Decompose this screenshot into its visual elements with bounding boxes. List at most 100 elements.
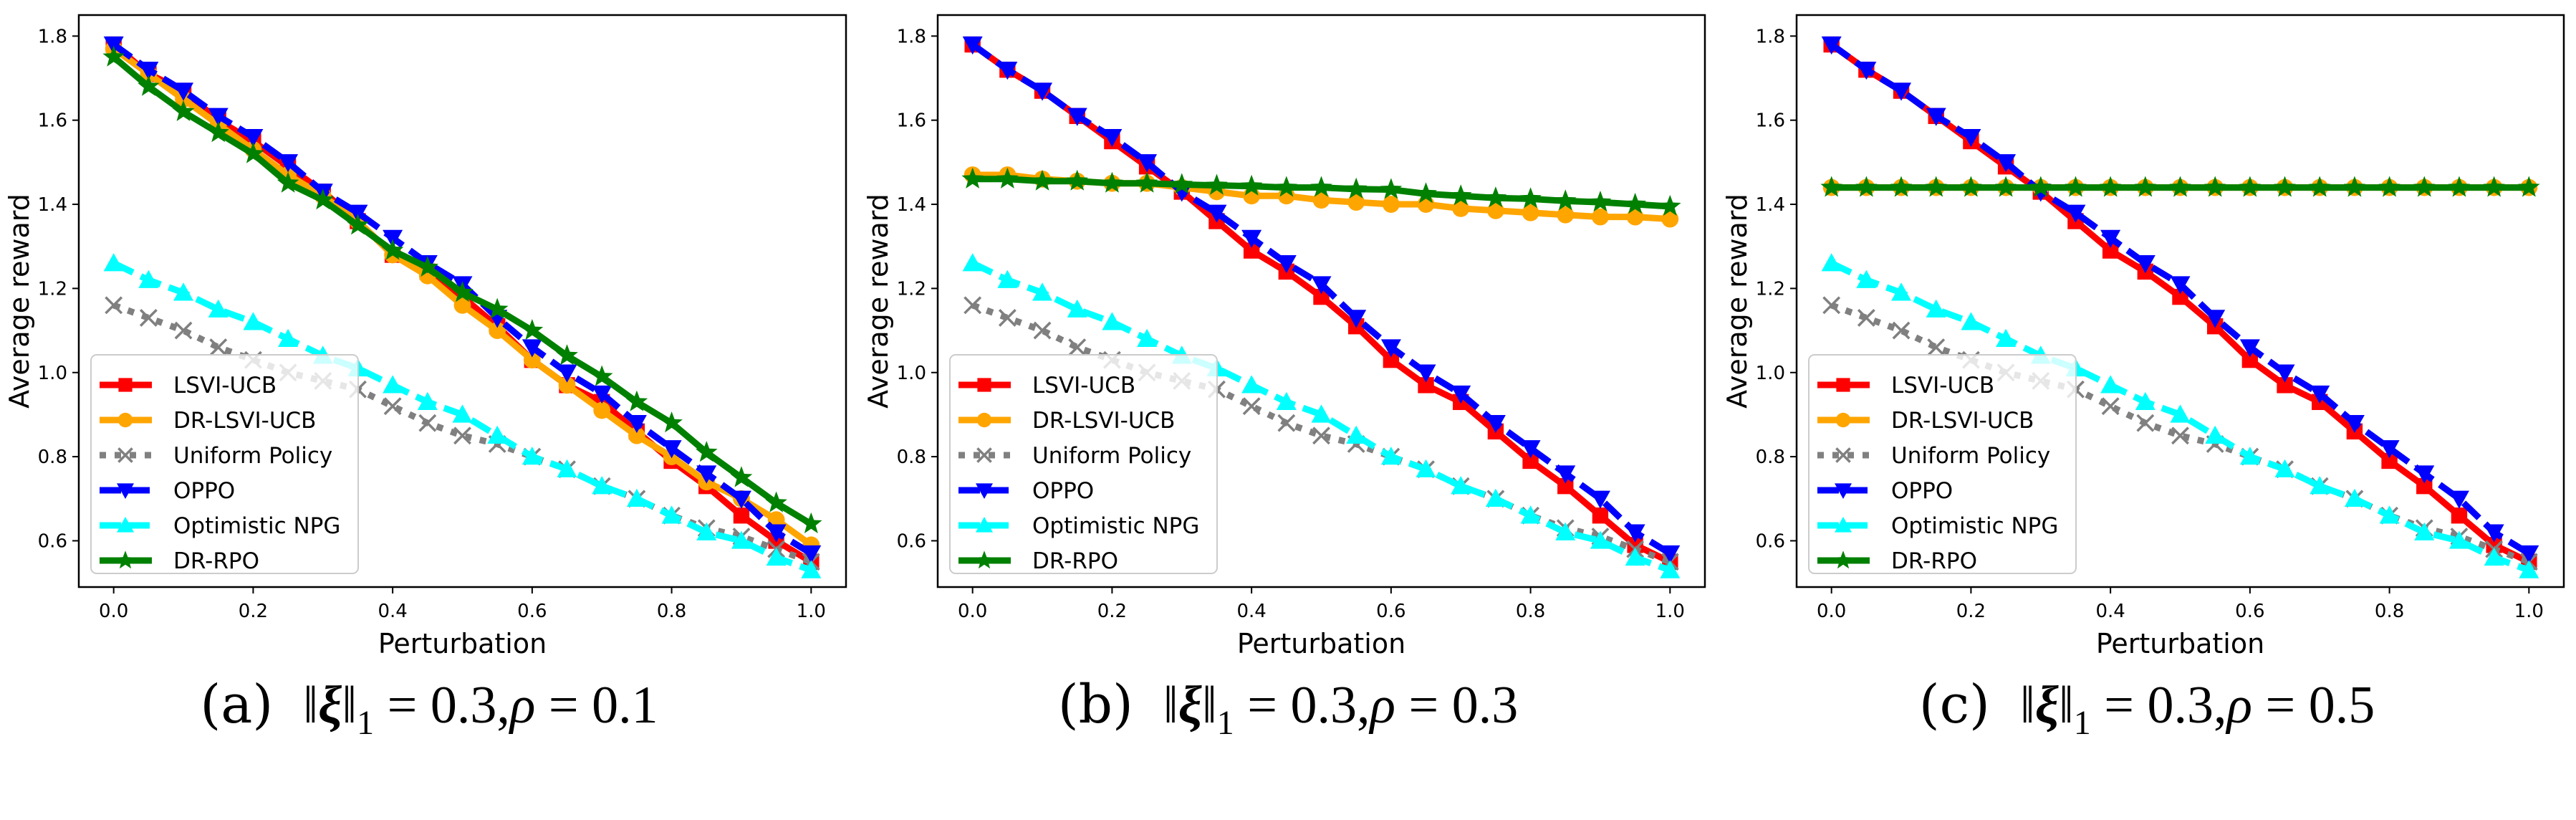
marker-triangle-up [1625, 547, 1645, 566]
marker-triangle-down [1485, 414, 1506, 434]
caption-c: (c) ‖ξ‖1 = 0.3,ρ = 0.5 [1718, 674, 2576, 753]
marker-triangle-down [2344, 414, 2365, 434]
marker-triangle-down [117, 483, 134, 499]
legend-label: Optimistic NPG [173, 513, 340, 539]
marker-triangle-down [1102, 128, 1123, 148]
y-tick-label: 1.4 [1756, 194, 1785, 216]
marker-circle [1382, 196, 1400, 213]
marker-triangle-down [2239, 339, 2260, 358]
marker-triangle-down [1137, 154, 1158, 173]
marker-triangle-down [1241, 229, 1262, 248]
marker-x [1242, 397, 1261, 416]
marker-triangle-up [2135, 391, 2156, 411]
marker-triangle-up [962, 253, 983, 272]
marker-star [115, 550, 135, 569]
marker-triangle-down [1590, 490, 1610, 509]
marker-triangle-down [2274, 364, 2295, 383]
marker-triangle-up [1660, 560, 1681, 578]
marker-triangle-down [1067, 108, 1087, 126]
marker-triangle-up [2205, 425, 2226, 444]
marker-triangle-up [766, 547, 787, 566]
marker-triangle-up [2448, 530, 2469, 549]
marker-square [1383, 351, 1400, 368]
marker-triangle-down [522, 339, 542, 358]
x-tick-label: 1.0 [2514, 601, 2544, 622]
marker-star [1994, 176, 2017, 197]
series-optimistic-npg [103, 253, 822, 578]
marker-x-stroke [2171, 426, 2189, 445]
marker-star [2308, 176, 2331, 197]
marker-x-stroke [1835, 447, 1851, 463]
marker-triangle-up [1137, 328, 1158, 348]
caption-xi-value: 0.3 [1290, 676, 1357, 735]
marker-triangle-up [138, 270, 159, 288]
marker-star [207, 121, 229, 143]
marker-circle [453, 296, 471, 314]
x-axis-label: Perturbation [2096, 628, 2264, 659]
legend-item: Optimistic NPG [1817, 513, 2058, 539]
caption-math: ‖ξ‖1 = 0.3,ρ = 0.5 [2007, 676, 2375, 742]
y-tick-label: 1.0 [897, 363, 926, 384]
marker-triangle-down [1625, 524, 1645, 543]
legend-label: DR-RPO [1032, 548, 1118, 574]
marker-star [1519, 187, 1542, 209]
legend-label: DR-LSVI-UCB [1032, 408, 1175, 434]
legend-label: DR-RPO [173, 548, 259, 574]
marker-star [347, 214, 369, 235]
x-tick-label: 0.0 [1817, 601, 1846, 622]
marker-triangle-up [2379, 505, 2400, 524]
x-axis-label: Perturbation [1237, 628, 1405, 659]
marker-triangle-up [117, 517, 134, 533]
marker-star [961, 167, 984, 189]
marker-x-stroke [1068, 338, 1087, 356]
marker-x-stroke [1822, 296, 1841, 315]
legend-label: Optimistic NPG [1032, 513, 1199, 539]
marker-triangle-up [103, 253, 124, 272]
x-tick-label: 0.2 [239, 601, 268, 622]
marker-circle [117, 412, 133, 428]
legend-label: LSVI-UCB [1032, 373, 1135, 399]
marker-circle [1452, 200, 1470, 217]
x-tick-label: 1.0 [797, 601, 826, 622]
legend-item: DR-RPO [100, 548, 259, 574]
marker-star [730, 466, 753, 487]
marker-triangle-down [2205, 310, 2226, 328]
marker-circle [976, 412, 992, 428]
marker-x-stroke [117, 447, 133, 463]
legend-item: OPPO [958, 478, 1094, 504]
marker-triangle-up [1032, 282, 1053, 301]
marker-circle [1557, 206, 1575, 224]
caption-rho-value: 0.3 [1451, 676, 1519, 735]
chart-panel-a: 0.6 0.8 1.0 1.2 1.4 1.6 1.8 0.0 0.2 0.4 0.6 0.8 1.0 P… [4, 14, 847, 659]
legend: LSVI-UCB DR-LSVI-UCB Uniform Policy OPPO Opt… [90, 354, 359, 574]
y-tick-label: 1.8 [1756, 26, 1785, 47]
marker-star [1310, 176, 1332, 197]
series-dr-rpo [1820, 176, 2540, 197]
marker-triangle-down [1835, 483, 1852, 499]
marker-x [1835, 447, 1851, 463]
marker-star [1820, 176, 1842, 197]
marker-x-stroke [383, 397, 402, 416]
marker-star [521, 319, 544, 340]
marker-star [1240, 174, 1263, 196]
marker-x-stroke [963, 296, 982, 315]
marker-triangle-up [208, 299, 229, 318]
marker-triangle-up [2344, 488, 2365, 507]
marker-star [2483, 176, 2505, 197]
marker-triangle-up [452, 404, 473, 423]
marker-triangle-down [801, 545, 822, 564]
marker-triangle-up [1835, 517, 1852, 533]
marker-star [556, 344, 578, 366]
marker-star [1101, 171, 1123, 193]
x-tick-label: 0.6 [1376, 601, 1405, 622]
marker-x-stroke [453, 426, 471, 445]
marker-star [2274, 176, 2296, 197]
marker-star [2378, 176, 2400, 197]
marker-triangle-up [997, 270, 1018, 288]
marker-x [2101, 397, 2120, 416]
marker-star [486, 297, 509, 319]
marker-triangle-up [1555, 522, 1576, 540]
legend-box [1808, 354, 2077, 574]
marker-x [1857, 309, 1875, 327]
marker-star [2099, 176, 2122, 197]
